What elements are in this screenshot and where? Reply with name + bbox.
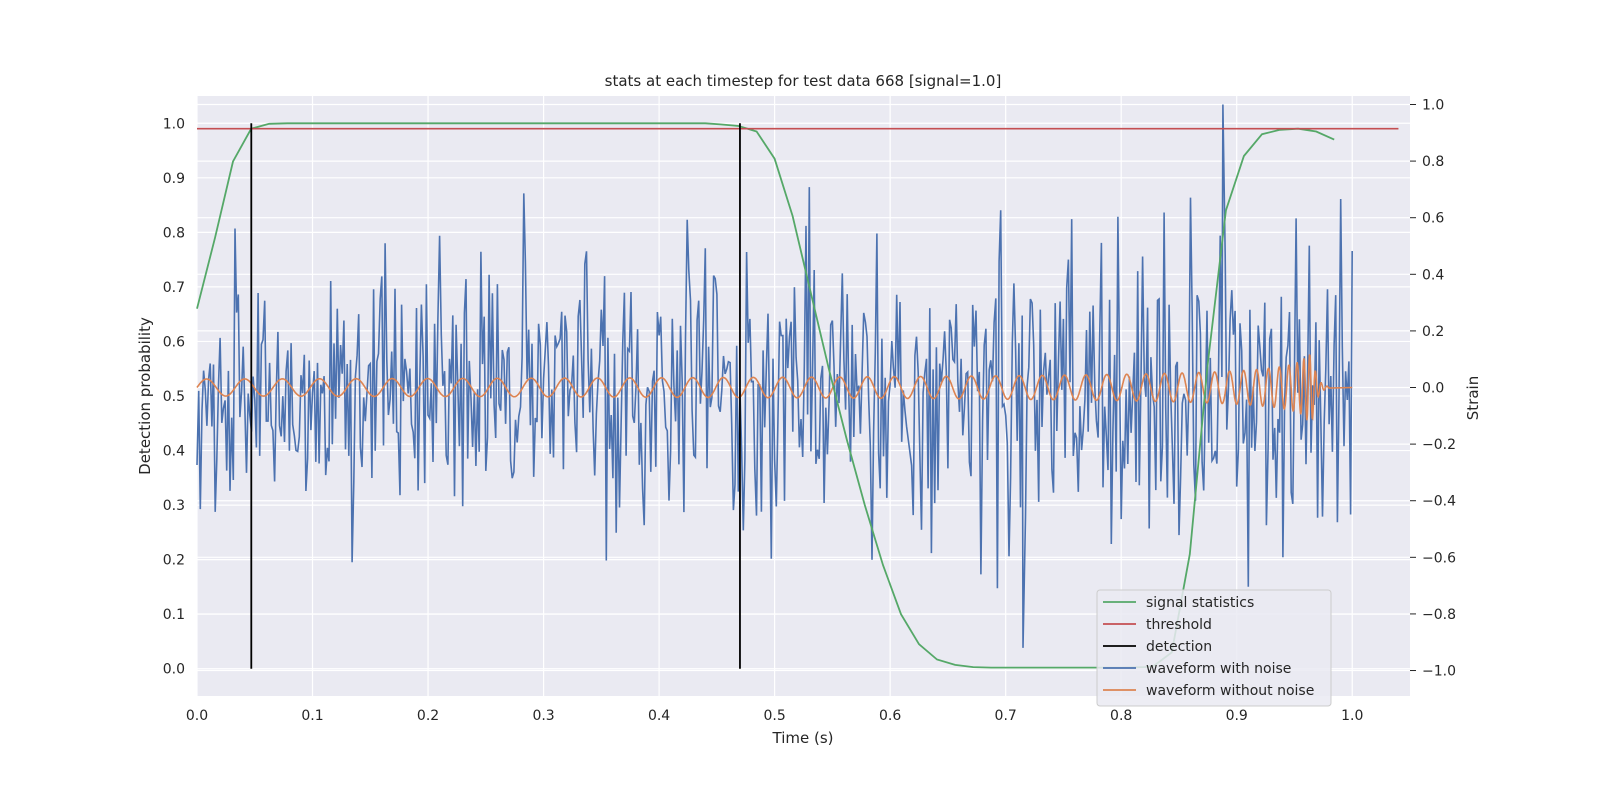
y-right-tick-label: −1.0 — [1422, 664, 1456, 680]
y-right-tick-label: 0.8 — [1422, 154, 1444, 170]
x-tick-label: 0.3 — [532, 708, 554, 724]
y-left-tick-label: 0.8 — [163, 225, 185, 241]
y-left-tick-label: 0.4 — [163, 444, 185, 460]
y-right-tick-label: −0.2 — [1422, 437, 1456, 453]
x-tick-label: 0.2 — [417, 708, 439, 724]
y-right-tick-label: 0.0 — [1422, 381, 1444, 397]
y-right-tick-label: −0.6 — [1422, 550, 1456, 566]
x-tick-label: 0.6 — [879, 708, 901, 724]
legend-label: signal statistics — [1146, 595, 1254, 611]
y-right-tick-label: 0.2 — [1422, 324, 1444, 340]
chart-title: stats at each timestep for test data 668… — [605, 72, 1002, 90]
y-left-tick-label: 1.0 — [163, 116, 185, 132]
y-left-tick-label: 0.5 — [163, 389, 185, 405]
x-tick-label: 0.1 — [301, 708, 323, 724]
y-right-tick-label: −0.8 — [1422, 607, 1456, 623]
y-right-tick-label: −0.4 — [1422, 494, 1456, 510]
legend-label: detection — [1146, 639, 1212, 655]
y-axis-right: −1.0 −0.8 −0.6 −0.4 −0.2 0.0 0.2 0.4 0.6 0.8 1.0 — [1410, 97, 1456, 680]
legend-label: waveform with noise — [1146, 661, 1291, 677]
y-axis-left-label: Detection probability — [136, 317, 154, 475]
y-left-tick-label: 0.3 — [163, 498, 185, 514]
legend-label: threshold — [1146, 617, 1212, 633]
x-tick-label: 0.9 — [1226, 708, 1248, 724]
legend-label: waveform without noise — [1146, 683, 1314, 699]
x-tick-label: 0.5 — [763, 708, 785, 724]
y-left-tick-label: 0.0 — [163, 662, 185, 678]
x-axis-label: Time (s) — [772, 729, 834, 747]
x-axis: 0.0 0.1 0.2 0.3 0.4 0.5 0.6 0.7 0.8 0.9 1.0 — [186, 708, 1364, 724]
y-left-tick-label: 0.7 — [163, 280, 185, 296]
series-waveform-without-noise — [196, 354, 1353, 421]
y-right-tick-label: 1.0 — [1422, 97, 1444, 113]
y-left-tick-label: 0.9 — [163, 171, 185, 187]
y-left-tick-label: 0.6 — [163, 334, 185, 350]
series-waveform-with-noise — [196, 104, 1353, 648]
x-tick-label: 0.4 — [648, 708, 670, 724]
y-right-tick-label: 0.4 — [1422, 267, 1444, 283]
series-signal-statistics — [196, 122, 1335, 669]
y-axis-left: 0.0 0.1 0.2 0.3 0.4 0.5 0.6 0.7 0.8 0.9 1.0 — [163, 116, 185, 677]
y-axis-right-label: Strain — [1464, 376, 1482, 420]
x-tick-label: 0.8 — [1110, 708, 1132, 724]
y-right-tick-label: 0.6 — [1422, 211, 1444, 227]
legend-box — [1096, 589, 1332, 707]
legend: signal statistics threshold detection wavef… — [1096, 589, 1332, 707]
x-tick-label: 1.0 — [1341, 708, 1363, 724]
x-tick-label: 0.0 — [186, 708, 208, 724]
y-left-tick-label: 0.2 — [163, 553, 185, 569]
x-tick-label: 0.7 — [995, 708, 1017, 724]
y-left-tick-label: 0.1 — [163, 607, 185, 623]
series-layer — [196, 104, 1399, 669]
